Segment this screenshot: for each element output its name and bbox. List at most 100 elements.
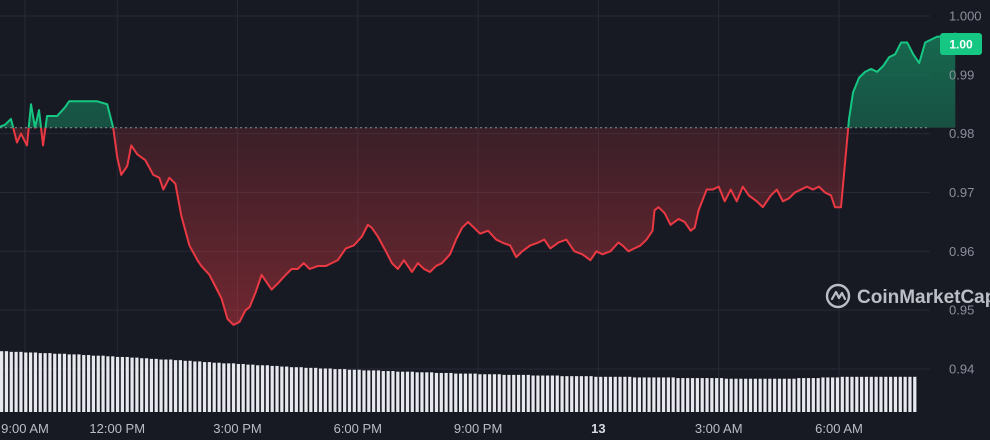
volume-bar [309,367,313,412]
volume-bar [821,377,825,412]
volume-bar [130,357,134,412]
volume-bar [265,365,269,412]
volume-bar [280,366,284,412]
volume-bar [574,376,579,412]
volume-bar [28,352,33,412]
volume-bar [188,360,192,412]
volume-bar [777,378,782,412]
volume-bar [831,377,835,412]
volume-bar [758,378,762,412]
volume-bar [149,358,154,412]
volume-bar [782,378,786,412]
volume-bar [541,375,545,412]
volume-bar [811,378,815,412]
volume-bar [338,369,342,412]
volume-bar [816,378,820,412]
volume-bar [599,376,603,412]
volume-bar [526,374,530,412]
volume-bar [908,376,912,412]
y-tick-label: 0.96 [949,244,974,259]
volume-bar [14,351,18,412]
volume-bar [826,377,830,412]
volume-bar [473,373,477,412]
volume-bar [91,355,96,412]
volume-bar [86,355,91,412]
volume-bar [642,377,646,412]
volume-bar [19,351,23,412]
volume-bar [840,376,844,412]
volume-bar [860,376,864,412]
volume-bar [739,378,743,412]
volume-bar [521,374,526,412]
volume-bar [618,376,622,412]
y-tick-label: 0.98 [949,126,974,141]
volume-bar [314,367,318,412]
volume-bar [584,376,588,412]
volume-bar [531,375,535,412]
volume-bar [246,364,250,412]
volume-bar [570,376,574,412]
volume-bar [82,355,86,412]
volume-bar [367,370,371,412]
volume-bar [444,372,448,412]
volume-bar [724,378,728,412]
volume-bar [193,361,197,412]
volume-bar [893,376,898,412]
volume-bar [715,378,719,412]
volume-bar [869,376,873,412]
volume-bar [372,370,376,412]
volume-bar [396,371,400,412]
volume-bar [9,351,13,412]
volume-bar [748,378,753,412]
volume-bar [903,376,907,412]
volume-bar [381,371,385,412]
volume-bar [53,353,57,412]
volume-bar [459,373,463,412]
volume-bar [652,377,656,412]
volume-bar [425,372,429,412]
volume-bar [463,373,468,412]
volume-bar [850,376,854,412]
volume-bar [594,376,598,412]
current-price-badge: 1.00 [940,33,982,55]
coinmarketcap-wordmark: CoinMarketCap [857,287,990,308]
volume-bar [802,378,806,412]
volume-bars [0,351,917,412]
volume-bar [884,376,888,412]
volume-bar [449,372,453,412]
volume-bar [835,377,840,412]
volume-bar [236,364,240,412]
current-price-badge-bg [940,33,982,55]
volume-bar [256,365,260,412]
volume-bar [613,376,617,412]
volume-bar [202,362,207,412]
volume-bar [299,367,303,412]
volume-bar [792,378,796,412]
volume-bar [154,358,158,412]
volume-bar [589,376,593,412]
volume-bar [623,376,627,412]
volume-bar [681,378,685,412]
volume-bar [579,376,584,412]
volume-bar [227,363,231,412]
volume-bar [318,368,323,412]
volume-bar [666,377,670,412]
y-tick-label: 1.000 [949,9,982,24]
y-axis: 1.000 0.99 0.98 0.97 0.96 0.95 0.94 [949,9,982,377]
volume-bar [676,378,680,412]
volume-bar [855,376,859,412]
volume-bar [120,356,125,412]
y-tick-label: 0.99 [949,67,974,82]
area-fill-above-baseline [0,36,956,128]
volume-bar [560,376,564,412]
volume-bar [33,352,38,412]
volume-bar [183,360,187,412]
volume-bar [507,374,511,412]
volume-bar [294,367,298,412]
volume-bar [647,377,651,412]
volume-bar [111,356,115,412]
volume-bar [434,372,439,412]
volume-bar [125,356,129,412]
